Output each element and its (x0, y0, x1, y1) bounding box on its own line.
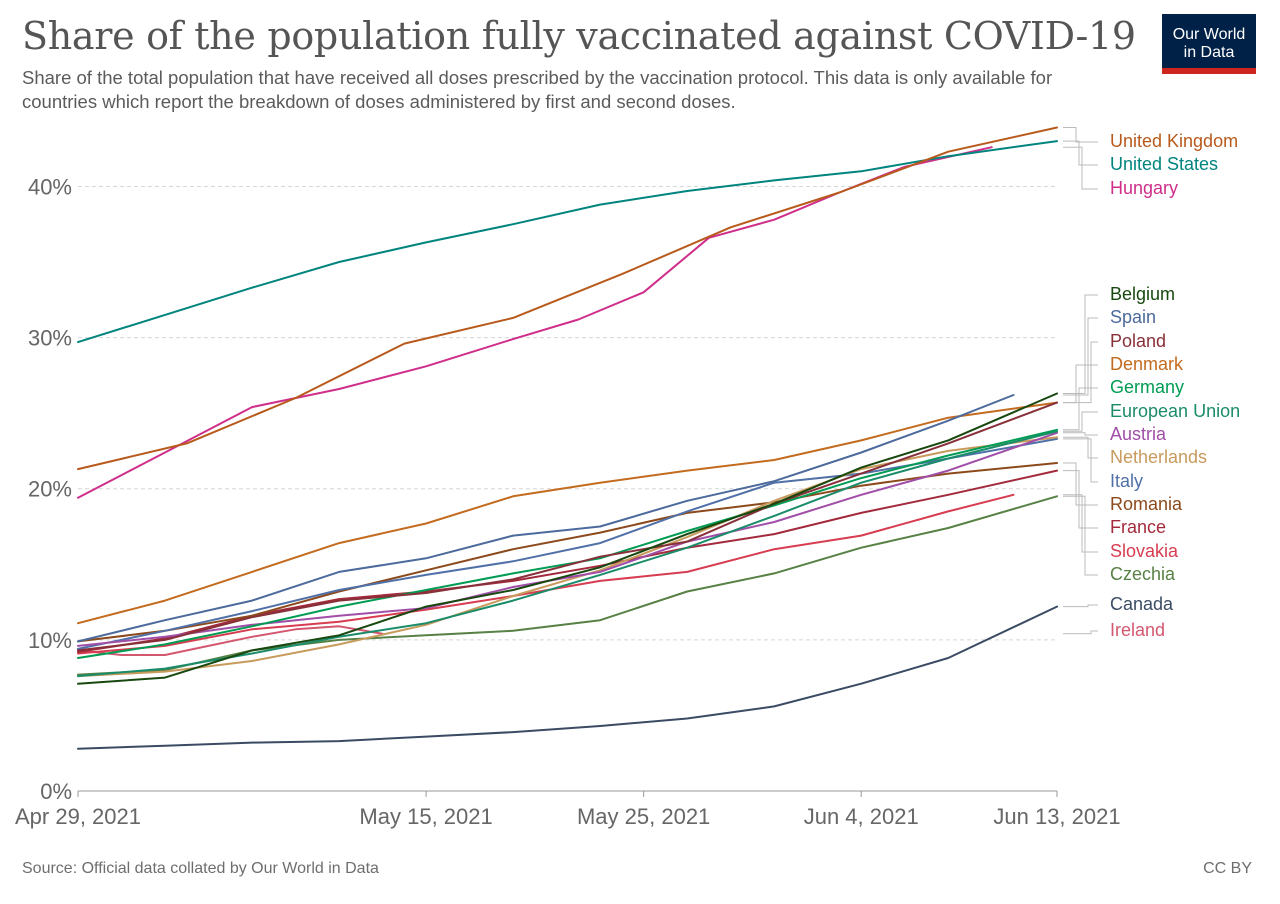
legend-connector (1063, 462, 1098, 506)
series-line-italy[interactable] (77, 437, 1058, 650)
legend-connector (1063, 494, 1098, 553)
legend-label-hungary[interactable]: Hungary (1110, 178, 1178, 198)
legend-connector (1063, 604, 1098, 608)
series-line-canada[interactable] (77, 605, 1058, 750)
legend-label-canada[interactable]: Canada (1110, 594, 1174, 614)
legend-connector (1063, 317, 1098, 396)
series-line-germany[interactable] (77, 428, 1058, 659)
y-axis-ticks: 0% 10% 20% 30% 40% (28, 174, 72, 804)
legend-label-european-union[interactable]: European Union (1110, 401, 1240, 421)
legend-connector (1063, 432, 1098, 436)
legend-label-slovakia[interactable]: Slovakia (1110, 541, 1179, 561)
y-tick-label: 20% (28, 477, 72, 502)
y-tick-label: 30% (28, 326, 72, 351)
series-line-ireland[interactable] (77, 625, 384, 656)
legend-connector (1063, 294, 1098, 394)
series-line-united-states[interactable] (77, 140, 1058, 344)
legend-connector (1063, 341, 1098, 404)
legend-connector (1063, 495, 1098, 576)
legend-label-austria[interactable]: Austria (1110, 424, 1167, 444)
logo-line-1: Our World (1172, 26, 1246, 43)
license-link[interactable]: CC BY (1203, 860, 1252, 877)
x-tick-label: May 25, 2021 (577, 804, 710, 829)
source-note: Source: Official data collated by Our Wo… (22, 860, 379, 877)
legend-label-italy[interactable]: Italy (1110, 471, 1143, 491)
legend-connector (1063, 387, 1098, 431)
y-tick-label: 40% (28, 174, 72, 199)
legend-label-netherlands[interactable]: Netherlands (1110, 447, 1207, 467)
legend-label-united-states[interactable]: United States (1110, 154, 1218, 174)
legend-connector (1063, 146, 1098, 190)
legend-label-romania[interactable]: Romania (1110, 494, 1183, 514)
legend-connector (1063, 470, 1098, 529)
legend-connector (1063, 436, 1098, 459)
x-axis: Apr 29, 2021 May 15, 2021 May 25, 2021 Jun … (15, 790, 1121, 829)
legend-label-spain[interactable]: Spain (1110, 307, 1156, 327)
legend-connector (1063, 438, 1098, 483)
logo-line-2: in Data (1183, 44, 1235, 61)
legend-connector (1063, 140, 1098, 166)
legend-label-poland[interactable]: Poland (1110, 331, 1166, 351)
series-line-romania[interactable] (77, 462, 1058, 643)
series-line-netherlands[interactable] (77, 436, 1058, 678)
legend-connector (1063, 364, 1098, 404)
series-line-united-kingdom[interactable] (77, 126, 1058, 471)
legend-label-germany[interactable]: Germany (1110, 377, 1184, 397)
x-tick-label: Apr 29, 2021 (15, 804, 141, 829)
series-line-poland[interactable] (77, 401, 1058, 652)
legend-connector (1063, 411, 1098, 432)
series-line-czechia[interactable] (77, 495, 1058, 676)
series-line-european-union[interactable] (77, 430, 1058, 678)
y-tick-label: 10% (28, 628, 72, 653)
x-tick-label: May 15, 2021 (359, 804, 492, 829)
owid-logo[interactable]: Our World in Data (1162, 14, 1256, 74)
logo-accent-bar (1162, 68, 1256, 74)
series-line-france[interactable] (77, 469, 1058, 653)
legend-connector (1063, 630, 1098, 635)
legend-label-denmark[interactable]: Denmark (1110, 354, 1184, 374)
legend-label-belgium[interactable]: Belgium (1110, 284, 1175, 304)
y-tick-label: 0% (40, 779, 72, 804)
x-tick-label: Jun 13, 2021 (993, 804, 1120, 829)
legend-label-france[interactable]: France (1110, 517, 1166, 537)
series-line-belgium[interactable] (77, 392, 1058, 685)
series-lines (77, 126, 1058, 750)
legend-label-ireland[interactable]: Ireland (1110, 620, 1165, 640)
chart-subtitle: Share of the total population that have … (22, 67, 1053, 112)
legend-label-czechia[interactable]: Czechia (1110, 564, 1176, 584)
series-line-hungary[interactable] (77, 146, 993, 499)
legend-connector (1063, 127, 1098, 143)
series-line-spain[interactable] (77, 394, 1015, 643)
chart-title: Share of the population fully vaccinated… (22, 14, 1136, 58)
x-tick-label: Jun 4, 2021 (804, 804, 919, 829)
series-line-denmark[interactable] (77, 401, 1058, 625)
legend: United Kingdom United States Hungary Belgiu… (1063, 127, 1240, 640)
legend-label-united-kingdom[interactable]: United Kingdom (1110, 131, 1238, 151)
